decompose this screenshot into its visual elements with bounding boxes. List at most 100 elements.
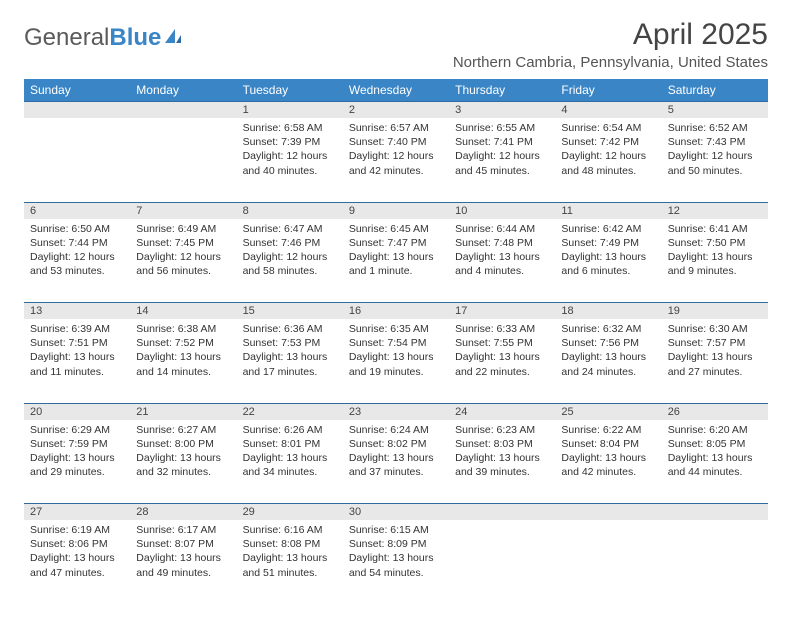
day-number: 25	[555, 404, 661, 420]
day-number-cell: 9	[343, 202, 449, 219]
day-info: Sunrise: 6:58 AMSunset: 7:39 PMDaylight:…	[237, 118, 343, 182]
day-cell: Sunrise: 6:52 AMSunset: 7:43 PMDaylight:…	[662, 118, 768, 202]
day-cell: Sunrise: 6:20 AMSunset: 8:05 PMDaylight:…	[662, 420, 768, 504]
sunset-text: Sunset: 8:06 PM	[30, 537, 124, 551]
day-number-row: 6789101112	[24, 202, 768, 219]
day-number: 18	[555, 303, 661, 319]
day-info: Sunrise: 6:23 AMSunset: 8:03 PMDaylight:…	[449, 420, 555, 484]
day-info: Sunrise: 6:36 AMSunset: 7:53 PMDaylight:…	[237, 319, 343, 383]
day-number-cell: 8	[237, 202, 343, 219]
day-number-cell	[130, 102, 236, 119]
day-cell: Sunrise: 6:22 AMSunset: 8:04 PMDaylight:…	[555, 420, 661, 504]
day-cell: Sunrise: 6:27 AMSunset: 8:00 PMDaylight:…	[130, 420, 236, 504]
page-title: April 2025	[453, 18, 768, 52]
daylight-text: Daylight: 13 hours and 47 minutes.	[30, 551, 124, 579]
daylight-text: Daylight: 12 hours and 40 minutes.	[243, 149, 337, 177]
day-number: 14	[130, 303, 236, 319]
sail-icon	[163, 24, 183, 52]
day-number-cell: 30	[343, 504, 449, 521]
sunset-text: Sunset: 7:55 PM	[455, 336, 549, 350]
day-cell: Sunrise: 6:50 AMSunset: 7:44 PMDaylight:…	[24, 219, 130, 303]
daylight-text: Daylight: 13 hours and 29 minutes.	[30, 451, 124, 479]
sunset-text: Sunset: 7:57 PM	[668, 336, 762, 350]
sunset-text: Sunset: 8:09 PM	[349, 537, 443, 551]
day-number-cell	[662, 504, 768, 521]
weekday-header: Friday	[555, 79, 661, 102]
day-number-cell: 21	[130, 403, 236, 420]
day-number: 13	[24, 303, 130, 319]
sunrise-text: Sunrise: 6:35 AM	[349, 322, 443, 336]
sunset-text: Sunset: 7:43 PM	[668, 135, 762, 149]
day-number	[24, 102, 130, 106]
daylight-text: Daylight: 12 hours and 45 minutes.	[455, 149, 549, 177]
day-content-row: Sunrise: 6:19 AMSunset: 8:06 PMDaylight:…	[24, 520, 768, 604]
day-number: 16	[343, 303, 449, 319]
weekday-header: Tuesday	[237, 79, 343, 102]
day-number-cell: 18	[555, 303, 661, 320]
sunset-text: Sunset: 8:00 PM	[136, 437, 230, 451]
day-number: 4	[555, 102, 661, 118]
sunset-text: Sunset: 8:01 PM	[243, 437, 337, 451]
day-info: Sunrise: 6:49 AMSunset: 7:45 PMDaylight:…	[130, 219, 236, 283]
day-info: Sunrise: 6:16 AMSunset: 8:08 PMDaylight:…	[237, 520, 343, 584]
weekday-header: Monday	[130, 79, 236, 102]
sunrise-text: Sunrise: 6:24 AM	[349, 423, 443, 437]
day-number: 28	[130, 504, 236, 520]
daylight-text: Daylight: 13 hours and 32 minutes.	[136, 451, 230, 479]
day-cell: Sunrise: 6:39 AMSunset: 7:51 PMDaylight:…	[24, 319, 130, 403]
day-number-row: 20212223242526	[24, 403, 768, 420]
daylight-text: Daylight: 13 hours and 39 minutes.	[455, 451, 549, 479]
logo-text-general: General	[24, 24, 109, 52]
day-cell: Sunrise: 6:45 AMSunset: 7:47 PMDaylight:…	[343, 219, 449, 303]
day-number: 30	[343, 504, 449, 520]
day-cell	[130, 118, 236, 202]
day-info: Sunrise: 6:45 AMSunset: 7:47 PMDaylight:…	[343, 219, 449, 283]
day-content-row: Sunrise: 6:39 AMSunset: 7:51 PMDaylight:…	[24, 319, 768, 403]
day-number: 29	[237, 504, 343, 520]
daylight-text: Daylight: 12 hours and 58 minutes.	[243, 250, 337, 278]
sunrise-text: Sunrise: 6:58 AM	[243, 121, 337, 135]
sunset-text: Sunset: 7:46 PM	[243, 236, 337, 250]
daylight-text: Daylight: 13 hours and 54 minutes.	[349, 551, 443, 579]
day-cell: Sunrise: 6:23 AMSunset: 8:03 PMDaylight:…	[449, 420, 555, 504]
day-number: 15	[237, 303, 343, 319]
day-info: Sunrise: 6:38 AMSunset: 7:52 PMDaylight:…	[130, 319, 236, 383]
day-info: Sunrise: 6:57 AMSunset: 7:40 PMDaylight:…	[343, 118, 449, 182]
day-cell: Sunrise: 6:38 AMSunset: 7:52 PMDaylight:…	[130, 319, 236, 403]
sunrise-text: Sunrise: 6:41 AM	[668, 222, 762, 236]
day-cell	[449, 520, 555, 604]
sunrise-text: Sunrise: 6:17 AM	[136, 523, 230, 537]
sunrise-text: Sunrise: 6:52 AM	[668, 121, 762, 135]
day-number: 1	[237, 102, 343, 118]
sunset-text: Sunset: 7:41 PM	[455, 135, 549, 149]
sunset-text: Sunset: 8:04 PM	[561, 437, 655, 451]
day-cell: Sunrise: 6:58 AMSunset: 7:39 PMDaylight:…	[237, 118, 343, 202]
day-number-cell: 22	[237, 403, 343, 420]
day-info: Sunrise: 6:55 AMSunset: 7:41 PMDaylight:…	[449, 118, 555, 182]
sunrise-text: Sunrise: 6:47 AM	[243, 222, 337, 236]
day-number: 22	[237, 404, 343, 420]
day-number	[449, 504, 555, 508]
sunrise-text: Sunrise: 6:32 AM	[561, 322, 655, 336]
daylight-text: Daylight: 13 hours and 6 minutes.	[561, 250, 655, 278]
day-cell: Sunrise: 6:30 AMSunset: 7:57 PMDaylight:…	[662, 319, 768, 403]
day-content-row: Sunrise: 6:50 AMSunset: 7:44 PM Daylight:…	[24, 219, 768, 303]
day-number: 17	[449, 303, 555, 319]
day-cell: Sunrise: 6:44 AMSunset: 7:48 PMDaylight:…	[449, 219, 555, 303]
day-cell: Sunrise: 6:29 AMSunset: 7:59 PMDaylight:…	[24, 420, 130, 504]
day-number-cell	[449, 504, 555, 521]
day-cell: Sunrise: 6:57 AMSunset: 7:40 PMDaylight:…	[343, 118, 449, 202]
daylight-text: Daylight: 13 hours and 22 minutes.	[455, 350, 549, 378]
day-number-cell: 24	[449, 403, 555, 420]
sunset-text: Sunset: 7:40 PM	[349, 135, 443, 149]
day-number-cell: 5	[662, 102, 768, 119]
sunset-text: Sunset: 7:44 PM	[30, 236, 124, 250]
day-info: Sunrise: 6:42 AMSunset: 7:49 PMDaylight:…	[555, 219, 661, 283]
day-number-cell: 2	[343, 102, 449, 119]
sunrise-text: Sunrise: 6:50 AM	[30, 222, 124, 236]
daylight-text: Daylight: 13 hours and 42 minutes.	[561, 451, 655, 479]
sunset-text: Sunset: 8:07 PM	[136, 537, 230, 551]
daylight-text: Daylight: 12 hours and 42 minutes.	[349, 149, 443, 177]
day-cell: Sunrise: 6:49 AMSunset: 7:45 PMDaylight:…	[130, 219, 236, 303]
day-number-row: 12345	[24, 102, 768, 119]
